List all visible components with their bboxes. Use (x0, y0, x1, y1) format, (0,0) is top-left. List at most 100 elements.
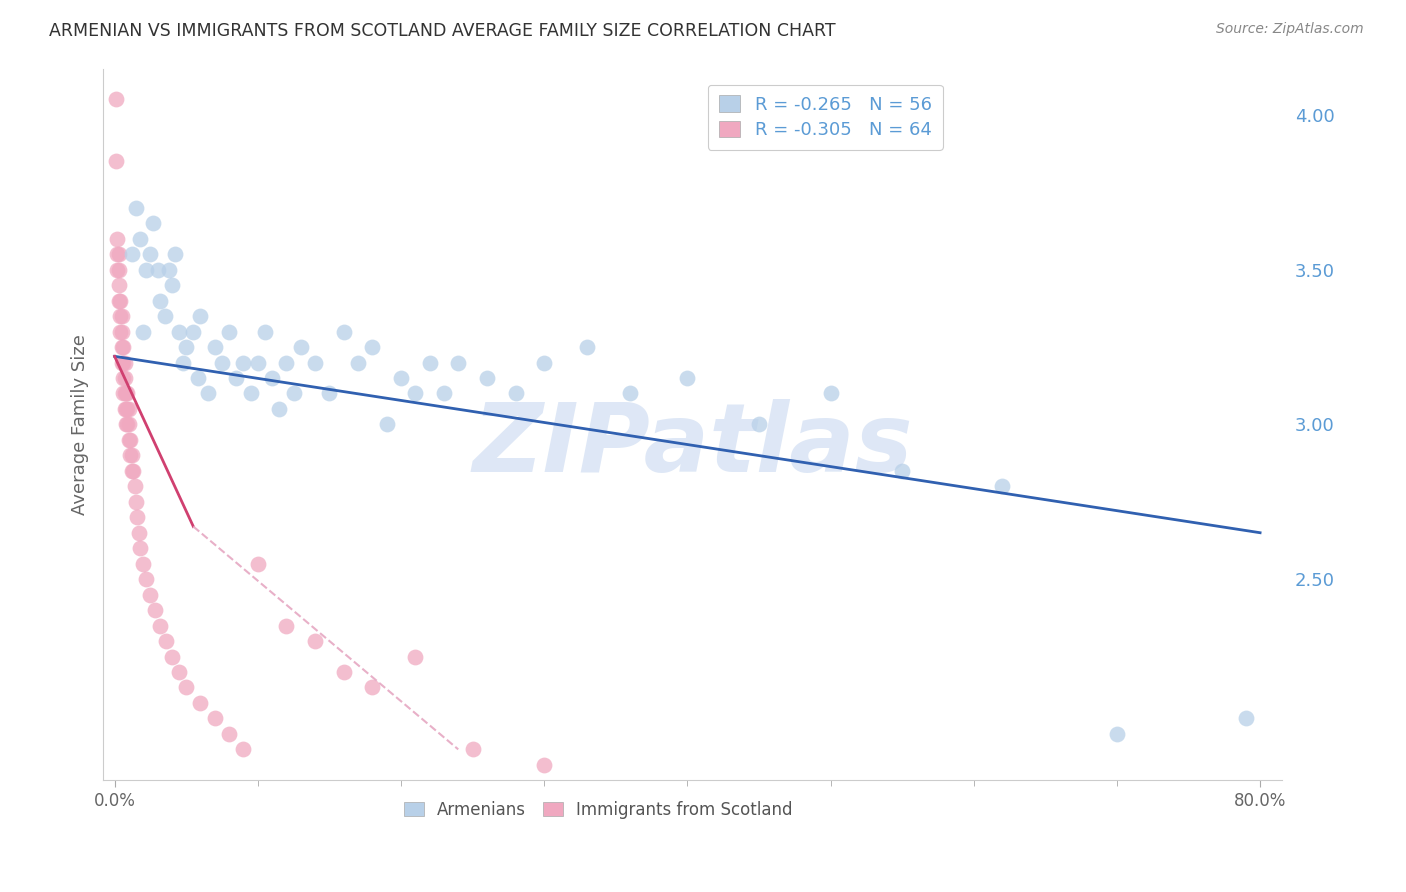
Point (108, 262, 131, 277)
Point (461, 742, 484, 756)
Point (149, 293, 172, 308)
Point (114, 401, 136, 416)
Point (163, 247, 186, 261)
Point (107, 247, 129, 261)
Point (290, 340, 312, 354)
Point (253, 325, 276, 339)
Point (891, 464, 914, 478)
Point (404, 386, 426, 401)
Point (115, 401, 138, 416)
Point (204, 340, 226, 354)
Point (204, 711, 226, 725)
Point (112, 371, 135, 385)
Point (117, 386, 139, 401)
Point (111, 355, 134, 369)
Point (269, 401, 291, 416)
Point (105, 93, 128, 107)
Point (132, 325, 155, 339)
Point (533, 355, 555, 369)
Point (115, 417, 138, 432)
Point (183, 325, 205, 339)
Point (107, 262, 129, 277)
Point (375, 417, 398, 432)
Point (117, 401, 139, 416)
Point (404, 649, 426, 664)
Point (129, 232, 152, 246)
Point (139, 247, 162, 261)
Point (232, 355, 254, 369)
Point (111, 325, 134, 339)
Point (332, 665, 354, 679)
Point (112, 355, 135, 369)
Point (149, 618, 172, 632)
Point (115, 386, 138, 401)
Point (419, 355, 441, 369)
Point (505, 386, 527, 401)
Point (190, 309, 212, 323)
Point (125, 495, 148, 509)
Point (389, 371, 412, 385)
Point (167, 325, 190, 339)
Point (187, 371, 209, 385)
Point (276, 355, 298, 369)
Text: ARMENIAN VS IMMIGRANTS FROM SCOTLAND AVERAGE FAMILY SIZE CORRELATION CHART: ARMENIAN VS IMMIGRANTS FROM SCOTLAND AVE… (49, 22, 835, 40)
Point (246, 355, 269, 369)
Point (120, 448, 142, 462)
Point (447, 355, 470, 369)
Point (111, 309, 134, 323)
Point (283, 386, 305, 401)
Point (190, 696, 212, 710)
Point (232, 742, 254, 756)
Point (433, 386, 456, 401)
Point (105, 154, 128, 169)
Point (748, 417, 770, 432)
Point (146, 262, 169, 277)
Y-axis label: Average Family Size: Average Family Size (72, 334, 89, 515)
Point (262, 371, 284, 385)
Point (820, 386, 842, 401)
Point (122, 464, 145, 478)
Point (112, 340, 135, 354)
Point (110, 293, 132, 308)
Point (108, 247, 131, 261)
Point (108, 293, 131, 308)
Point (619, 386, 641, 401)
Point (118, 417, 141, 432)
Point (153, 309, 176, 323)
Point (361, 681, 384, 695)
Point (129, 541, 152, 556)
Point (157, 262, 180, 277)
Point (125, 201, 148, 215)
Point (155, 634, 177, 648)
Point (110, 309, 132, 323)
Point (128, 525, 150, 540)
Point (114, 386, 136, 401)
Point (225, 371, 247, 385)
Point (276, 618, 298, 632)
Point (332, 325, 354, 339)
Point (347, 355, 370, 369)
Point (124, 479, 146, 493)
Point (160, 649, 183, 664)
Point (197, 386, 219, 401)
Point (121, 448, 143, 462)
Point (174, 340, 197, 354)
Point (318, 386, 340, 401)
Point (160, 278, 183, 293)
Legend: Armenians, Immigrants from Scotland: Armenians, Immigrants from Scotland (396, 794, 799, 825)
Point (112, 386, 135, 401)
Point (174, 681, 197, 695)
Point (167, 665, 190, 679)
Point (139, 588, 162, 602)
Point (110, 325, 132, 339)
Point (361, 340, 384, 354)
Point (107, 232, 129, 246)
Point (132, 557, 155, 571)
Point (246, 557, 269, 571)
Point (111, 340, 134, 354)
Point (143, 603, 166, 617)
Point (218, 325, 240, 339)
Point (142, 216, 165, 230)
Point (304, 634, 326, 648)
Point (118, 433, 141, 447)
